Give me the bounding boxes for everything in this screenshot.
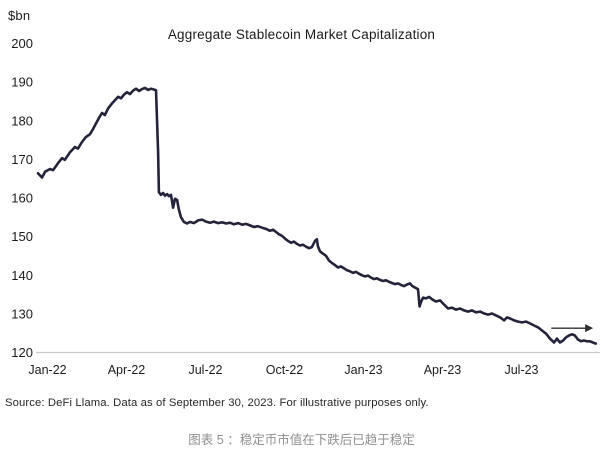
y-tick-label: 170: [11, 152, 33, 167]
y-axis-unit-label: $bn: [8, 8, 31, 23]
x-tick-label: Jan-23: [344, 363, 382, 377]
x-tick-label: Apr-22: [108, 363, 146, 377]
chart-title: Aggregate Stablecoin Market Capitalizati…: [167, 27, 436, 42]
x-tick-label: Jan-22: [28, 363, 66, 377]
y-tick-label: 150: [11, 229, 33, 244]
x-tick-label: Jul-23: [504, 363, 538, 377]
x-tick-label: Oct-22: [266, 363, 304, 377]
y-tick-label: 140: [11, 268, 33, 283]
y-tick-label: 190: [11, 75, 33, 90]
y-tick-label: 180: [11, 113, 33, 128]
y-tick-label: 200: [11, 36, 33, 51]
source-note: Source: DeFi Llama. Data as of September…: [5, 397, 429, 409]
y-tick-label: 160: [11, 191, 33, 206]
y-tick-label: 120: [11, 345, 33, 360]
figure-caption: 图表 5 ：稳定币市值在下跌后已趋于稳定: [188, 433, 415, 447]
y-tick-label: 130: [11, 306, 33, 321]
market-cap-line: [36, 86, 598, 345]
line-chart: 200 190 180 170 160 150 140 130 120 Jan-22 Apr-22 J…: [11, 36, 600, 377]
x-tick-label: Jul-22: [188, 363, 222, 377]
trend-arrow-head-icon: [585, 324, 594, 333]
x-tick-label: Apr-23: [424, 363, 462, 377]
